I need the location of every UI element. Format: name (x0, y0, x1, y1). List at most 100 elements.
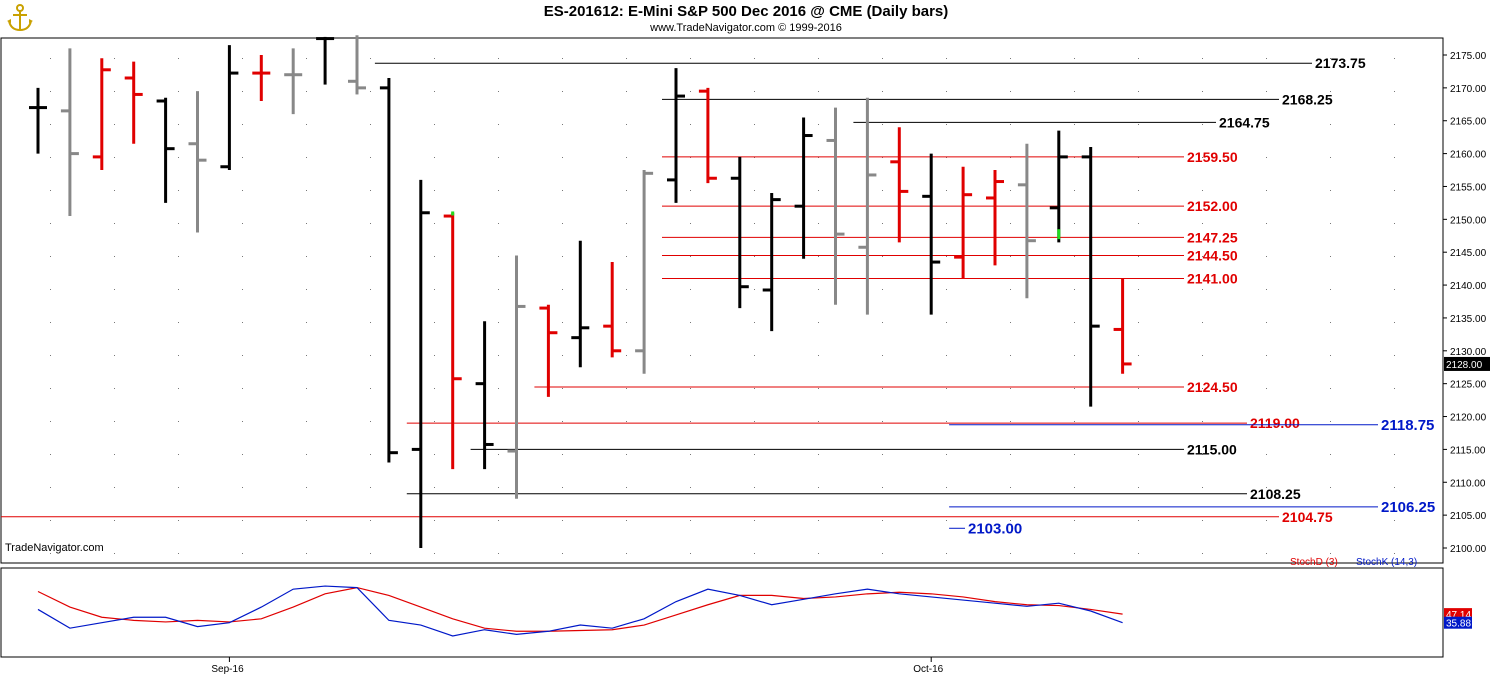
grid-dot (1266, 487, 1267, 488)
grid-dot (754, 91, 755, 92)
grid-dot (242, 322, 243, 323)
grid-dot (242, 355, 243, 356)
grid-dot (882, 487, 883, 488)
ohlc-bar (220, 45, 239, 171)
grid-dot (690, 454, 691, 455)
grid-dot (50, 91, 51, 92)
ohlc-bar (603, 262, 622, 358)
grid-dot (178, 355, 179, 356)
grid-dot (1394, 223, 1395, 224)
grid-dot (114, 388, 115, 389)
grid-dot (690, 355, 691, 356)
grid-dot (754, 58, 755, 59)
grid-dot (242, 124, 243, 125)
grid-dot (1266, 454, 1267, 455)
grid-dot (1330, 190, 1331, 191)
grid-dot (370, 355, 371, 356)
grid-dot (114, 553, 115, 554)
grid-dot (370, 91, 371, 92)
price-axis: 2100.00 2105.00 2110.00 2115.00 2120.00 2125.… (1443, 51, 1490, 555)
grid-dot (178, 322, 179, 323)
grid-dot (498, 388, 499, 389)
grid-dot (306, 553, 307, 554)
level-label-2147.25: 2147.25 (1187, 229, 1238, 245)
grid-dot (50, 190, 51, 191)
ohlc-bar (443, 212, 462, 470)
grid-dot (434, 520, 435, 521)
grid-dot (178, 91, 179, 92)
ohlc-bar (1081, 147, 1100, 407)
grid-dot (690, 223, 691, 224)
ohlc-bar (92, 58, 111, 171)
grid-dot (50, 355, 51, 356)
level-label-2168.25: 2168.25 (1282, 91, 1333, 107)
grid-dot (1010, 487, 1011, 488)
grid-dot (1202, 454, 1203, 455)
level-label-2103.00: 2103.00 (968, 520, 1022, 537)
grid-dot (1010, 355, 1011, 356)
grid-dot (562, 289, 563, 290)
grid-dot (690, 421, 691, 422)
grid-dot (50, 256, 51, 257)
grid-dot (626, 355, 627, 356)
grid-dot (626, 190, 627, 191)
grid-dot (306, 421, 307, 422)
grid-dot (114, 223, 115, 224)
grid-dot (946, 157, 947, 158)
ohlc-bar (29, 87, 47, 154)
grid-dot (946, 289, 947, 290)
grid-dot (562, 421, 563, 422)
grid-dot (114, 91, 115, 92)
grid-dot (1010, 421, 1011, 422)
grid-dot (1202, 487, 1203, 488)
grid-dot (306, 124, 307, 125)
grid-dot (626, 91, 627, 92)
grid-dot (1074, 487, 1075, 488)
grid-dot (306, 355, 307, 356)
grid-dot (1330, 322, 1331, 323)
stoch-k-line (37, 585, 1123, 637)
chart-title: ES-201612: E-Mini S&P 500 Dec 2016 @ CME… (543, 3, 949, 20)
stoch-d-value: 47.14 (1446, 610, 1471, 621)
grid-dot (370, 487, 371, 488)
grid-dots (50, 58, 1395, 554)
grid-dot (1074, 322, 1075, 323)
grid-dot (690, 520, 691, 521)
grid-dot (370, 421, 371, 422)
grid-dot (1010, 157, 1011, 158)
ohlc-bar (1017, 143, 1036, 299)
grid-dot (1394, 190, 1395, 191)
grid-dot (690, 553, 691, 554)
grid-dot (370, 454, 371, 455)
grid-dot (1202, 388, 1203, 389)
grid-dot (1202, 124, 1203, 125)
level-label-2104.75: 2104.75 (1282, 509, 1333, 525)
grid-dot (1010, 520, 1011, 521)
grid-dot (562, 190, 563, 191)
grid-dot (754, 454, 755, 455)
grid-dot (434, 256, 435, 257)
grid-dot (1074, 91, 1075, 92)
grid-dot (882, 256, 883, 257)
price-tick-label: 2125.00 (1450, 380, 1487, 391)
grid-dot (498, 487, 499, 488)
grid-dot (50, 223, 51, 224)
ohlc-bar (1113, 278, 1132, 374)
ohlc-bar (252, 55, 271, 102)
grid-dot (754, 520, 755, 521)
grid-dot (306, 454, 307, 455)
grid-dot (882, 289, 883, 290)
grid-dot (690, 124, 691, 125)
grid-dot (50, 157, 51, 158)
grid-dot (946, 322, 947, 323)
grid-dot (626, 58, 627, 59)
ohlc-bar (60, 48, 79, 217)
grid-dot (818, 520, 819, 521)
highlight-mark (1057, 229, 1061, 240)
level-label-2173.75: 2173.75 (1315, 55, 1366, 71)
grid-dot (754, 322, 755, 323)
ohlc-bar (986, 170, 1004, 266)
grid-dot (626, 487, 627, 488)
grid-dot (946, 388, 947, 389)
level-label-2152.00: 2152.00 (1187, 198, 1238, 214)
